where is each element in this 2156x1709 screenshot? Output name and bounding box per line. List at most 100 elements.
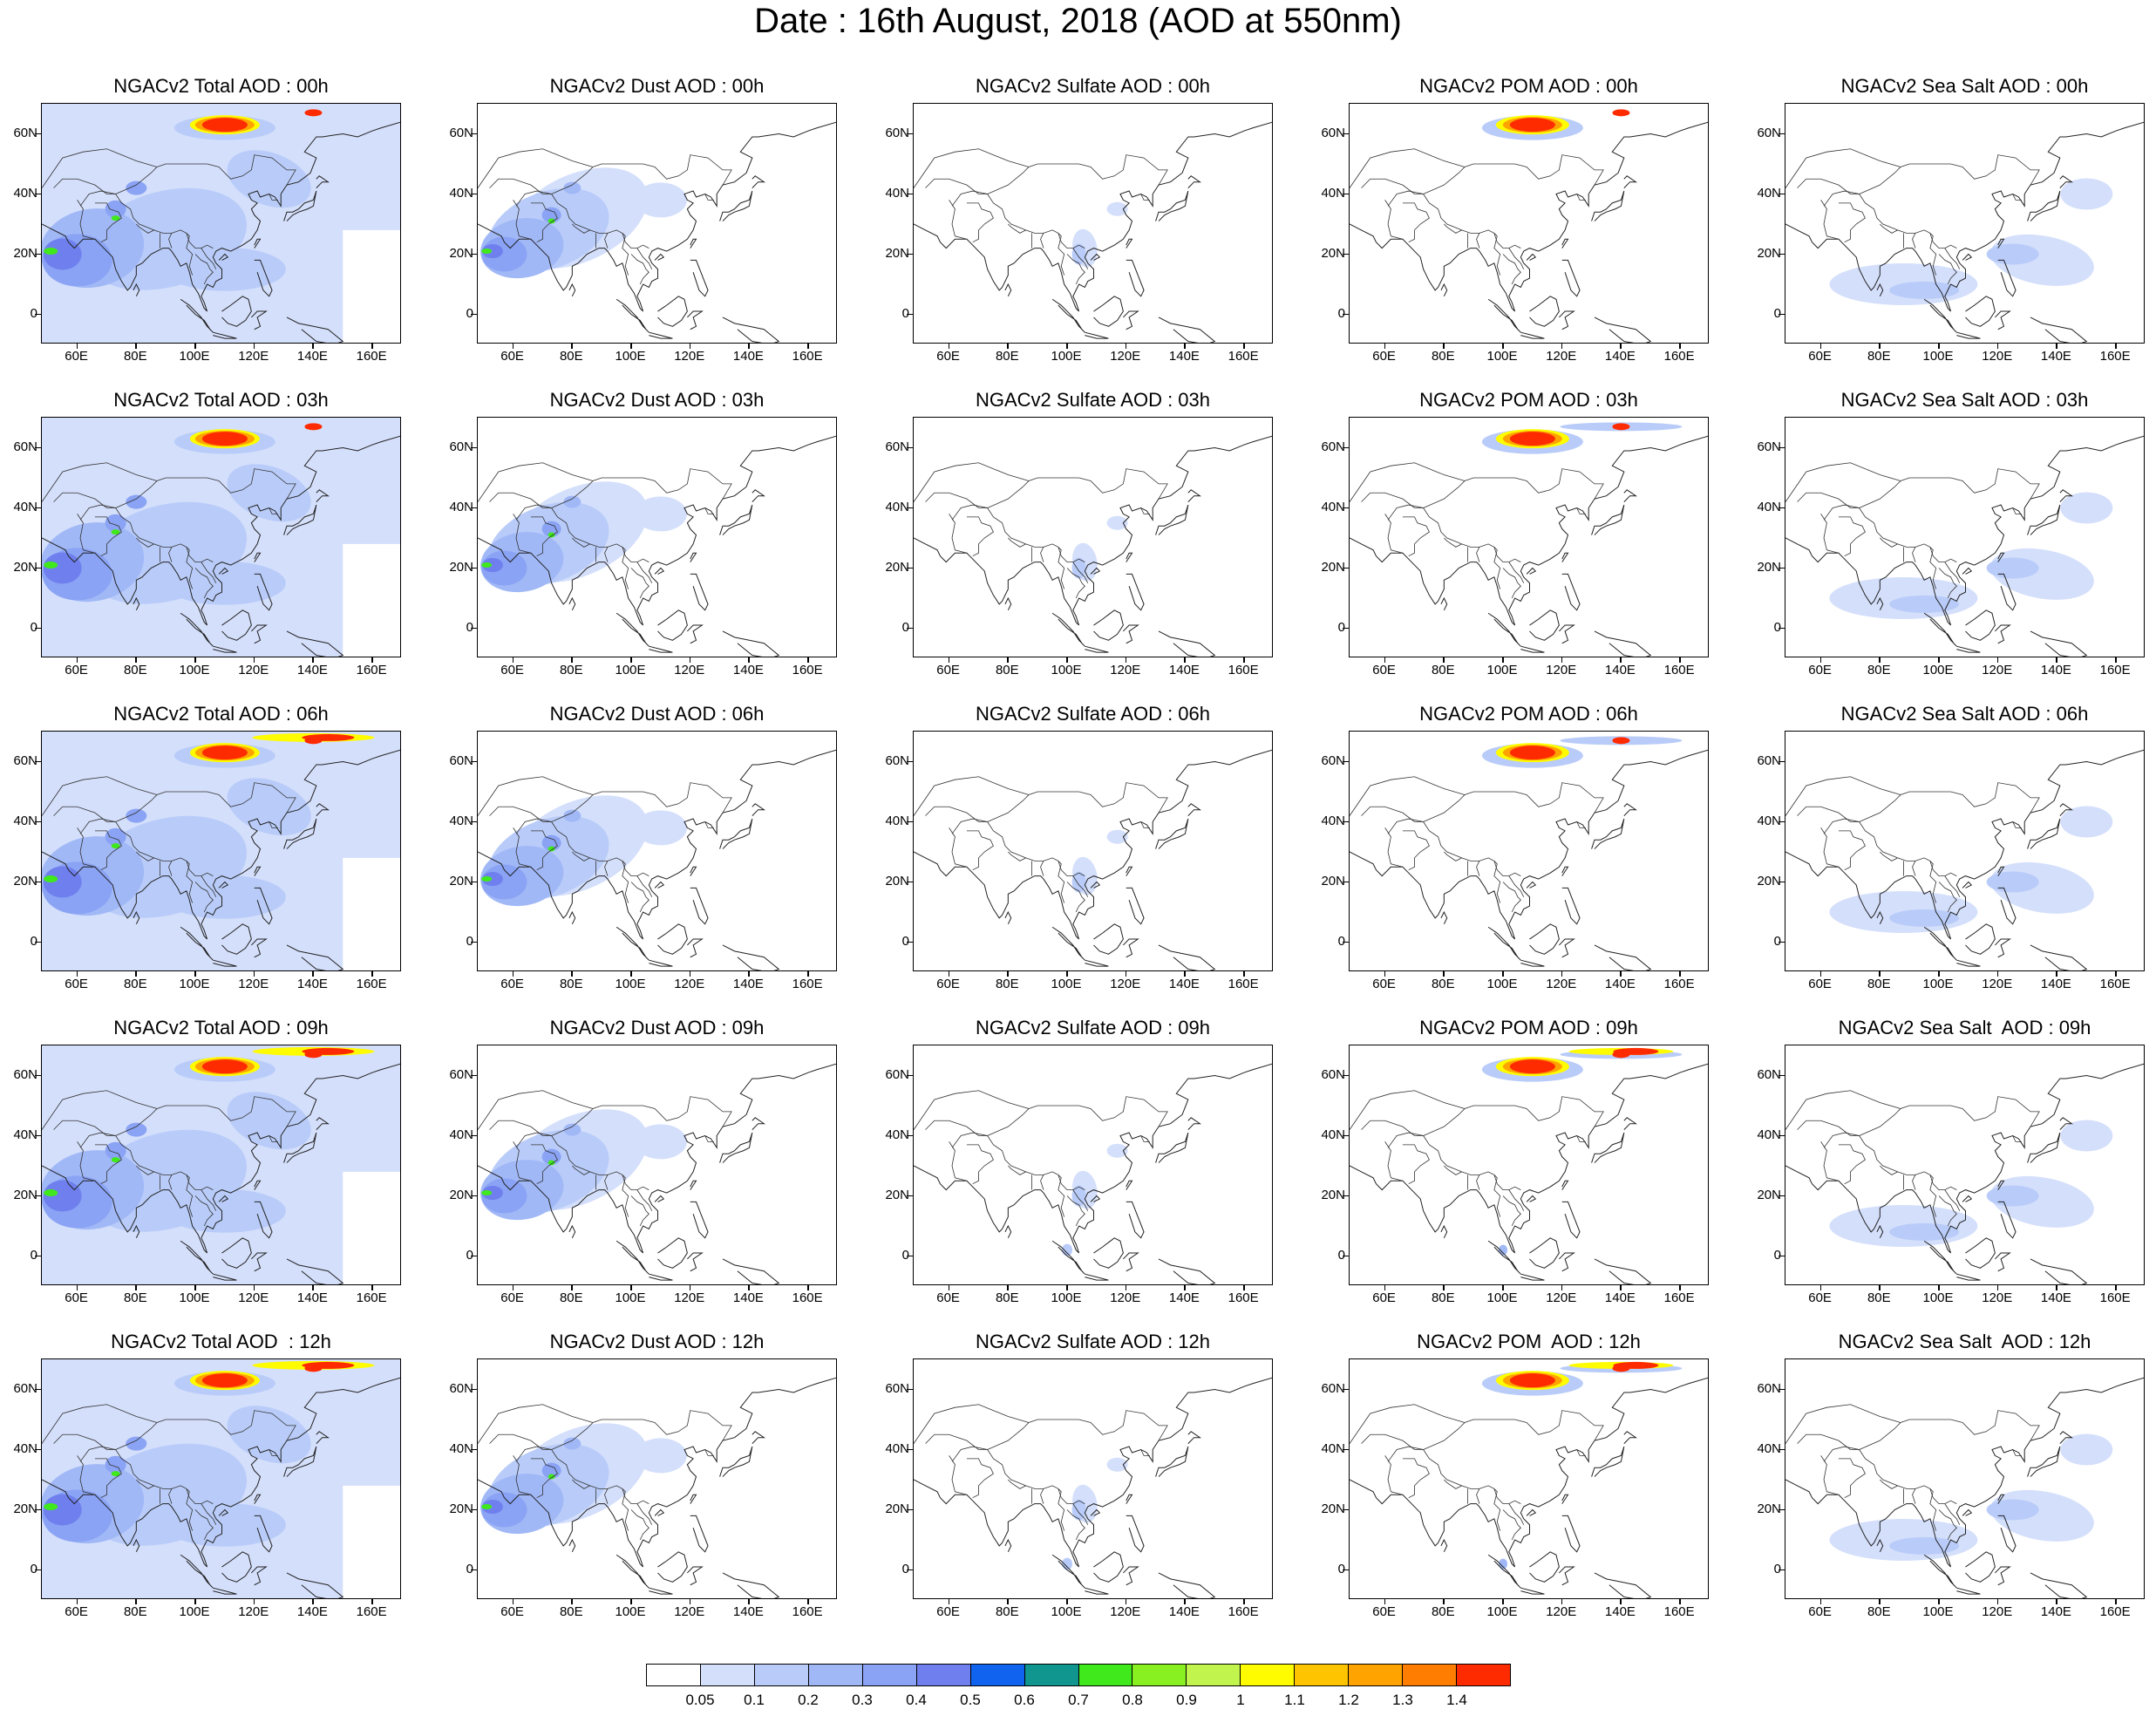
longitude-tick-mark: [253, 971, 255, 977]
longitude-tick-mark: [512, 344, 514, 349]
longitude-tick-label: 160E: [2099, 977, 2131, 991]
panel-title: NGACv2 Total AOD : 09h: [113, 1017, 329, 1038]
longitude-tick-mark: [948, 1599, 950, 1604]
longitude-tick-label: 60E: [936, 1290, 960, 1305]
longitude-tick-mark: [76, 657, 78, 663]
longitude-tick-label: 80E: [1867, 663, 1891, 677]
latitude-tick-mark: [1779, 1448, 1785, 1450]
panel-title: NGACv2 Sea Salt AOD : 03h: [1840, 389, 2089, 411]
longitude-tick-mark: [1443, 1599, 1445, 1604]
longitude-tick-label: 80E: [1431, 349, 1455, 364]
aod-map-dust: [478, 435, 836, 657]
latitude-tick-label: 40N: [885, 813, 909, 828]
map-panel-dust: NGACv2 Dust AOD : 12h 60N 40N 20N 0 60E 80E 100…: [436, 1329, 846, 1634]
latitude-tick-label: 40N: [1757, 813, 1781, 828]
longitude-tick-mark: [253, 1599, 255, 1604]
longitude-tick-label: 160E: [356, 349, 387, 364]
longitude-tick-mark: [2115, 344, 2117, 349]
latitude-tick-label: 0: [1337, 933, 1345, 949]
latitude-tick-mark: [1779, 1134, 1785, 1136]
latitude-tick-mark: [471, 820, 477, 822]
longitude-tick-label: 120E: [1110, 663, 1141, 677]
longitude-tick-label: 60E: [936, 349, 960, 364]
longitude-tick-label: 60E: [500, 1290, 524, 1305]
longitude-tick-label: 60E: [1372, 349, 1396, 364]
colorbar-label: 1.3: [1392, 1692, 1413, 1708]
longitude-tick-mark: [689, 971, 691, 977]
longitude-tick-mark: [312, 657, 314, 663]
longitude-tick-label: 80E: [995, 977, 1019, 991]
longitude-tick-label: 160E: [1228, 977, 1259, 991]
longitude-tick-label: 140E: [296, 1604, 328, 1619]
longitude-tick-label: 60E: [1808, 1290, 1832, 1305]
latitude-tick-mark: [1779, 941, 1785, 943]
longitude-tick-mark: [1679, 1599, 1681, 1604]
longitude-tick-mark: [948, 971, 950, 977]
map-panel-dust: NGACv2 Dust AOD : 03h 60N 40N 20N 0 60E 80E 100…: [436, 387, 846, 692]
latitude-tick-mark: [907, 193, 913, 194]
latitude-tick-mark: [907, 941, 913, 943]
longitude-tick-mark: [2056, 657, 2057, 663]
map-panel-sulfate: NGACv2 Sulfate AOD : 12h 60N 40N 20N 0 60E 80E…: [872, 1329, 1282, 1634]
colorbar-label: 0.2: [798, 1692, 819, 1708]
latitude-tick-mark: [471, 760, 477, 762]
latitude-tick-label: 20N: [13, 1501, 37, 1516]
latitude-tick-mark: [1343, 1388, 1349, 1390]
latitude-tick-mark: [1343, 1508, 1349, 1510]
panel-title: NGACv2 Sea Salt AOD : 00h: [1840, 75, 2089, 97]
longitude-tick-mark: [253, 344, 255, 349]
latitude-tick-mark: [471, 567, 477, 569]
longitude-tick-label: 80E: [559, 1604, 583, 1619]
latitude-tick-mark: [1343, 133, 1349, 134]
latitude-tick-label: 60N: [885, 752, 909, 768]
longitude-tick-label: 100E: [1486, 663, 1518, 677]
latitude-tick-label: 0: [30, 933, 37, 949]
map-frame: [1349, 731, 1709, 971]
longitude-tick-label: 160E: [1663, 663, 1695, 677]
latitude-tick-mark: [1779, 1569, 1785, 1570]
latitude-tick-mark: [1343, 567, 1349, 569]
longitude-tick-mark: [571, 971, 573, 977]
longitude-tick-mark: [807, 971, 809, 977]
longitude-tick-label: 140E: [732, 977, 764, 991]
longitude-tick-label: 160E: [1663, 977, 1695, 991]
longitude-tick-label: 80E: [123, 1290, 147, 1305]
aod-map-dust: [478, 749, 836, 970]
map-frame: [913, 1358, 1273, 1599]
map-frame: [1785, 1045, 2145, 1285]
aod-map-total: [42, 1045, 400, 1284]
latitude-tick-label: 40N: [1321, 1127, 1345, 1142]
map-frame: [1785, 417, 2145, 657]
longitude-tick-label: 100E: [615, 663, 646, 677]
aod-map-dust: [478, 1377, 836, 1598]
latitude-tick-mark: [907, 313, 913, 315]
map-panel-seasalt: NGACv2 Sea Salt AOD : 00h 60N 40N 20N 0 60E 80…: [1744, 73, 2153, 378]
longitude-tick-mark: [1879, 344, 1881, 349]
longitude-tick-mark: [1879, 657, 1881, 663]
latitude-tick-mark: [35, 313, 41, 315]
longitude-tick-mark: [1125, 657, 1127, 663]
latitude-tick-label: 60N: [449, 125, 473, 140]
longitude-tick-mark: [1384, 1285, 1386, 1290]
longitude-tick-mark: [1679, 1285, 1681, 1290]
longitude-tick-mark: [630, 657, 632, 663]
longitude-tick-mark: [689, 657, 691, 663]
map-panel-pom: NGACv2 POM AOD : 03h 60N 40N 20N 0 60E 80E 100E…: [1308, 387, 1717, 692]
map-frame: [1349, 417, 1709, 657]
latitude-tick-mark: [1343, 1569, 1349, 1570]
longitude-tick-mark: [1620, 1285, 1622, 1290]
longitude-tick-mark: [371, 344, 373, 349]
latitude-tick-label: 60N: [1757, 1066, 1781, 1082]
longitude-tick-label: 160E: [1228, 1604, 1259, 1619]
map-frame: [913, 417, 1273, 657]
longitude-tick-label: 80E: [559, 663, 583, 677]
longitude-tick-mark: [630, 971, 632, 977]
latitude-tick-label: 20N: [449, 873, 473, 889]
latitude-tick-mark: [35, 253, 41, 255]
latitude-tick-label: 20N: [885, 245, 909, 261]
longitude-tick-mark: [1125, 1285, 1127, 1290]
longitude-tick-mark: [512, 657, 514, 663]
latitude-tick-label: 20N: [1757, 559, 1781, 575]
longitude-tick-label: 80E: [1431, 1604, 1455, 1619]
longitude-tick-mark: [807, 1599, 809, 1604]
